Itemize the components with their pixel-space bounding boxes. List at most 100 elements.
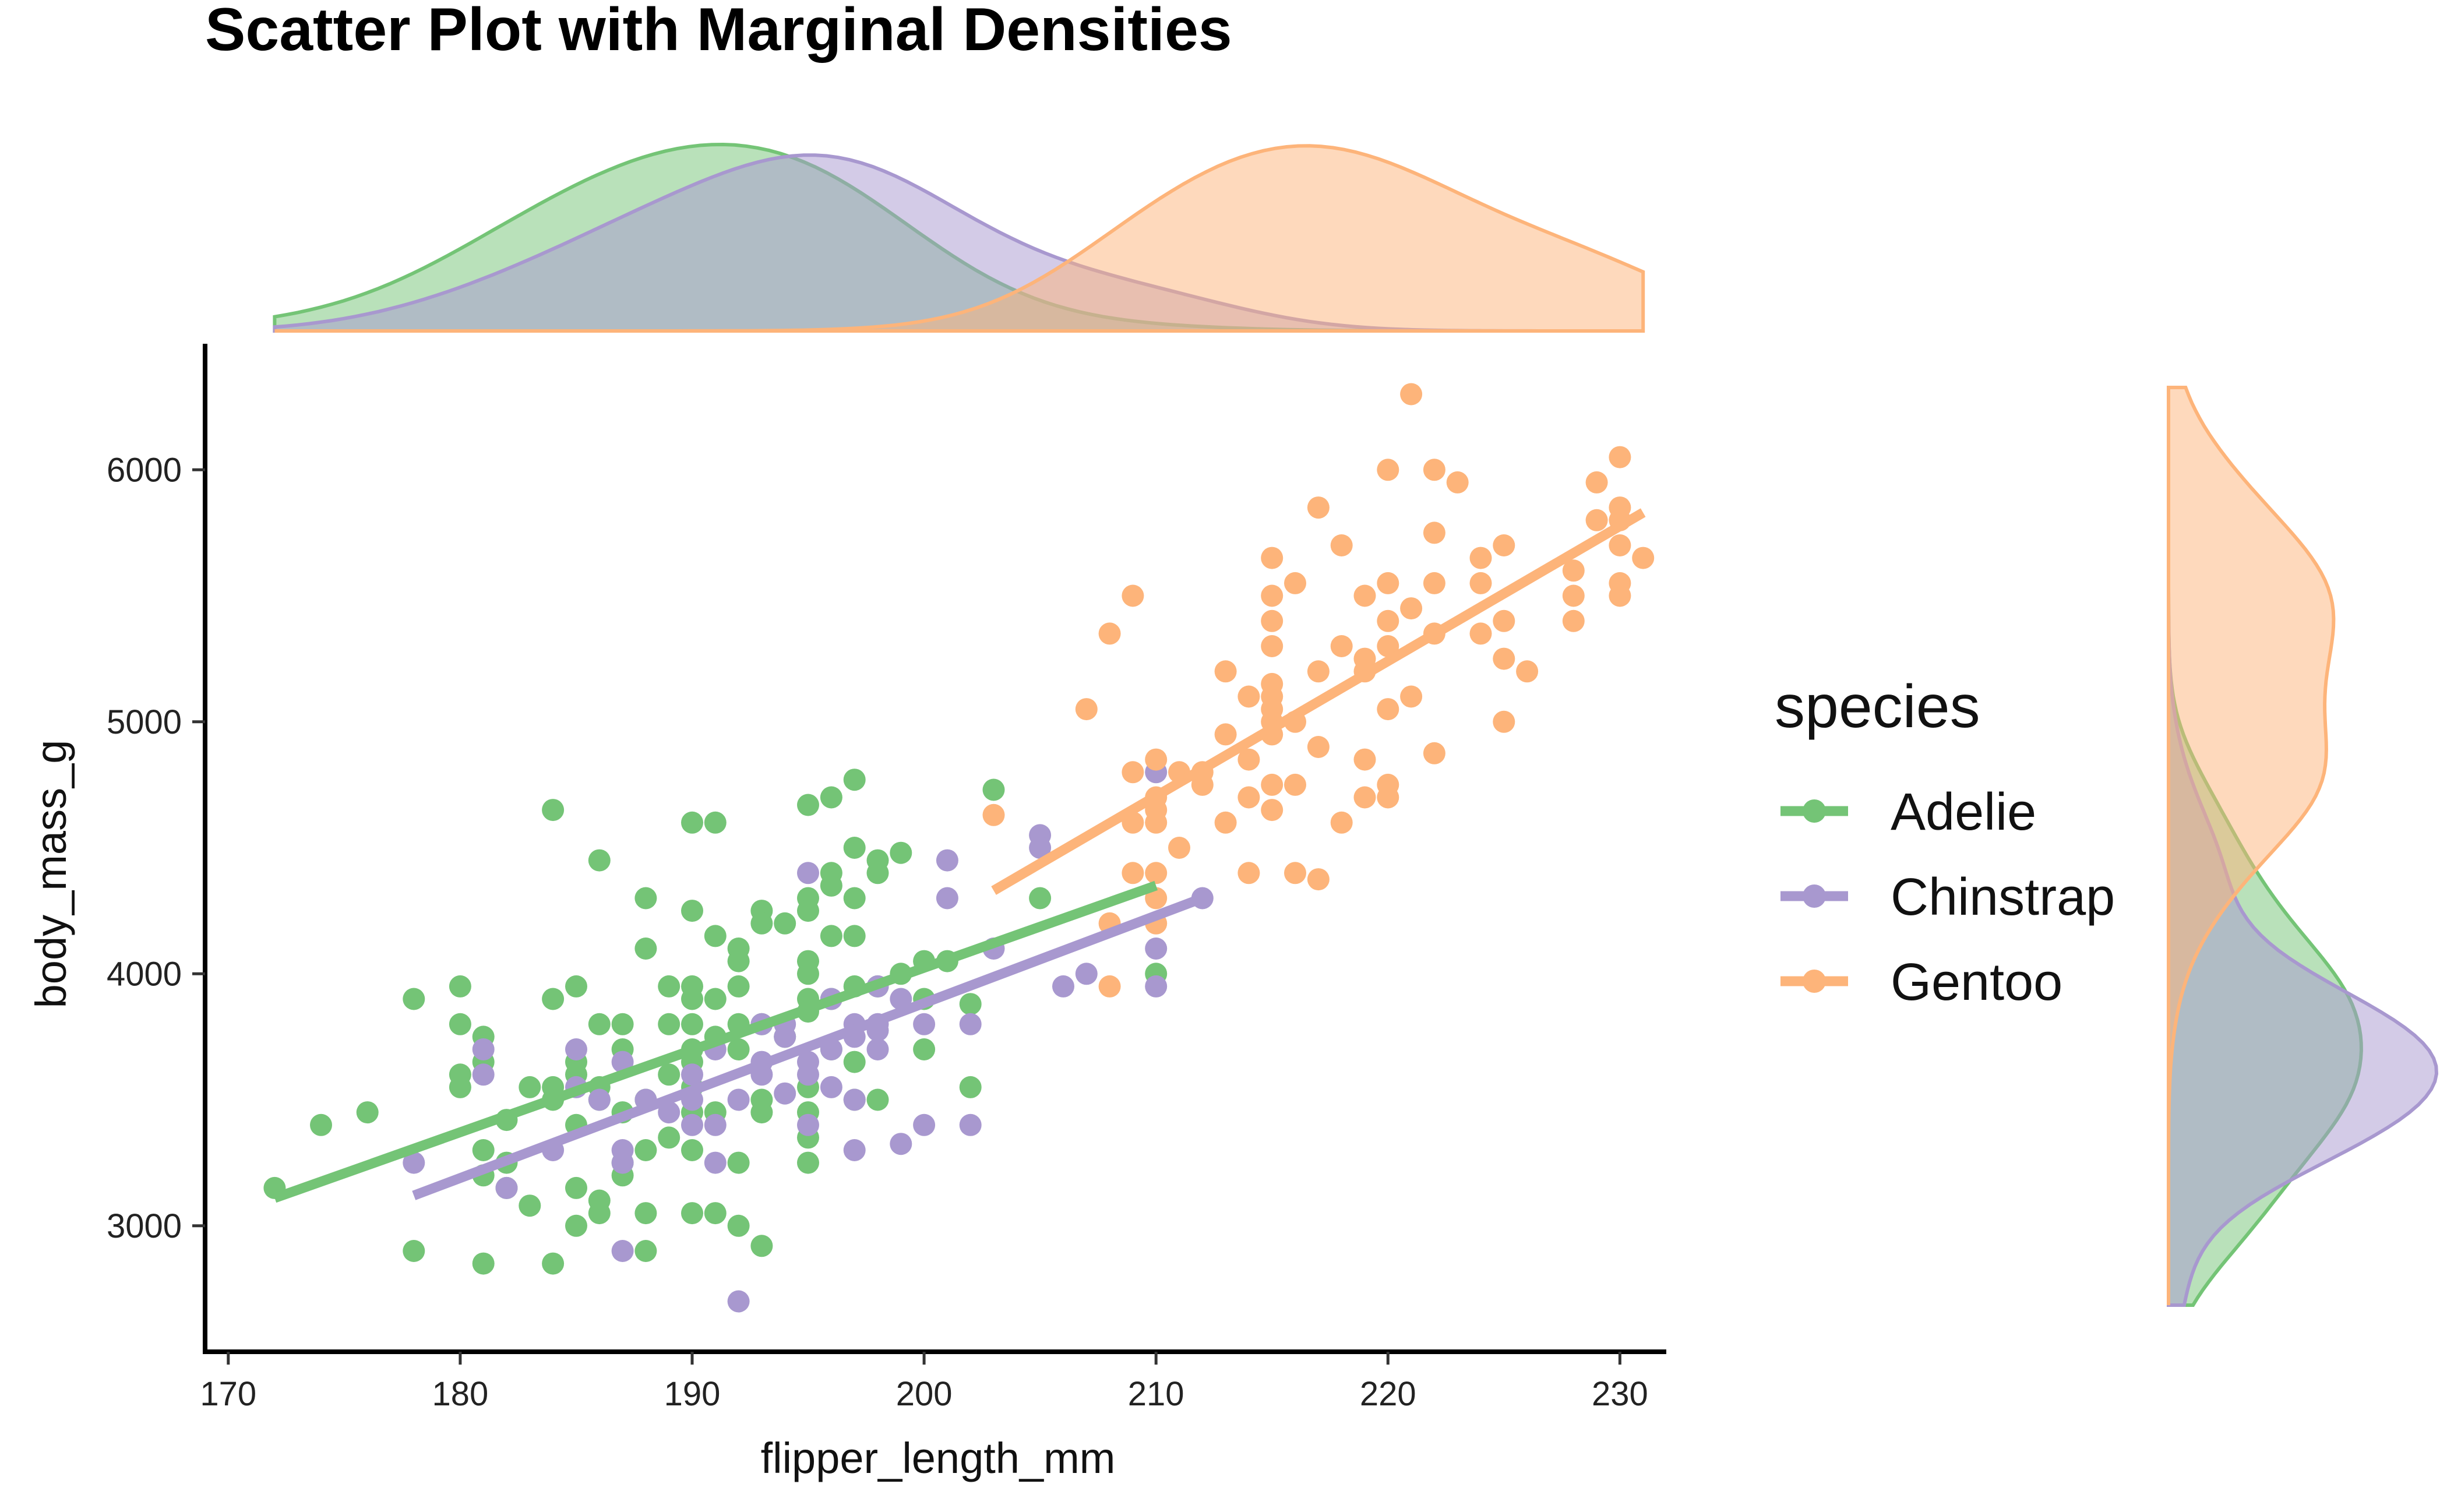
data-point [1307, 736, 1330, 758]
y-tick-label: 4000 [107, 955, 182, 993]
data-point [820, 786, 842, 809]
regression-lines [273, 508, 1646, 1203]
data-point [1516, 660, 1539, 683]
x-tick-label: 170 [200, 1375, 256, 1413]
data-point [843, 837, 866, 859]
data-point [704, 1151, 727, 1174]
series-chinstrap-points [403, 761, 1214, 1313]
data-point [797, 1063, 819, 1086]
data-point [1261, 547, 1284, 569]
data-point [1632, 547, 1655, 569]
data-point [1191, 773, 1214, 796]
data-point [1423, 742, 1445, 764]
data-point [1284, 773, 1306, 796]
data-point [1446, 471, 1469, 494]
data-point [658, 1063, 680, 1086]
data-point [1330, 811, 1353, 834]
top-marginal-density [273, 142, 1645, 333]
data-point [681, 1139, 703, 1161]
data-point [1261, 773, 1284, 796]
data-point [1261, 609, 1284, 632]
data-point [403, 1240, 425, 1262]
data-point [310, 1113, 332, 1136]
data-point [959, 1113, 982, 1136]
data-point [634, 1202, 657, 1225]
data-point [588, 849, 611, 872]
data-point [1237, 862, 1260, 884]
data-point [1353, 584, 1376, 607]
data-point [1493, 647, 1515, 670]
data-point [658, 1101, 680, 1124]
data-point [1237, 786, 1260, 809]
data-point [1330, 635, 1353, 657]
data-point [704, 1113, 727, 1136]
data-point [1609, 446, 1631, 468]
data-point [542, 1252, 565, 1275]
data-point [1261, 584, 1284, 607]
right-marginal-density [2167, 386, 2439, 1307]
x-tick-label: 180 [432, 1375, 489, 1413]
data-point [1493, 710, 1515, 733]
data-point [1493, 609, 1515, 632]
data-point [1098, 975, 1121, 998]
data-point [611, 1151, 634, 1174]
data-point [1261, 635, 1284, 657]
legend-key-chinstrap [1780, 884, 1848, 908]
data-point [890, 1133, 912, 1155]
data-point [913, 1013, 936, 1035]
data-point [1307, 868, 1330, 891]
data-point [1145, 862, 1168, 884]
data-point [1377, 572, 1399, 594]
data-point [1307, 496, 1330, 519]
x-tick-label: 220 [1360, 1375, 1416, 1413]
legend-title: species [1775, 673, 1980, 741]
data-point [1377, 698, 1399, 721]
data-point [611, 1240, 634, 1262]
data-point [681, 900, 703, 922]
data-point [866, 1038, 889, 1060]
data-point [449, 1076, 471, 1098]
data-point [727, 950, 750, 972]
data-point [774, 1082, 796, 1105]
data-point [1377, 635, 1399, 657]
x-tick-label: 190 [664, 1375, 721, 1413]
data-point [1400, 685, 1423, 708]
series-gentoo-points [982, 383, 1655, 998]
data-point [403, 1151, 425, 1174]
data-point [1052, 975, 1074, 998]
data-point [1469, 547, 1492, 569]
legend-label: Gentoo [1891, 953, 2062, 1011]
data-point [1562, 584, 1585, 607]
legend-point [1803, 799, 1826, 823]
data-point [634, 1139, 657, 1161]
data-point [542, 799, 565, 822]
fit-line-chinstrap [412, 893, 1204, 1200]
data-point [843, 1051, 866, 1073]
data-point [890, 841, 912, 864]
data-point [704, 811, 727, 834]
x-axis-title: flipper_length_mm [761, 1434, 1116, 1482]
legend-key-gentoo [1780, 970, 1848, 993]
data-point [797, 794, 819, 816]
data-point [866, 862, 889, 884]
density-right-gentoo [2167, 386, 2336, 1305]
data-point [1609, 534, 1631, 556]
data-point [565, 1214, 587, 1237]
data-point [797, 1151, 819, 1174]
data-point [1122, 761, 1144, 784]
data-point [658, 1013, 680, 1035]
data-point [843, 1139, 866, 1161]
data-point [1469, 622, 1492, 645]
data-point [774, 912, 796, 935]
data-point [797, 900, 819, 922]
data-point [565, 1176, 587, 1199]
data-point [1423, 459, 1445, 481]
data-point [681, 1063, 703, 1086]
legend-key-adelie [1780, 799, 1848, 823]
x-tick-label: 200 [896, 1375, 953, 1413]
data-point [982, 803, 1005, 826]
data-point [774, 1025, 796, 1048]
y-tick-label: 3000 [107, 1207, 182, 1245]
